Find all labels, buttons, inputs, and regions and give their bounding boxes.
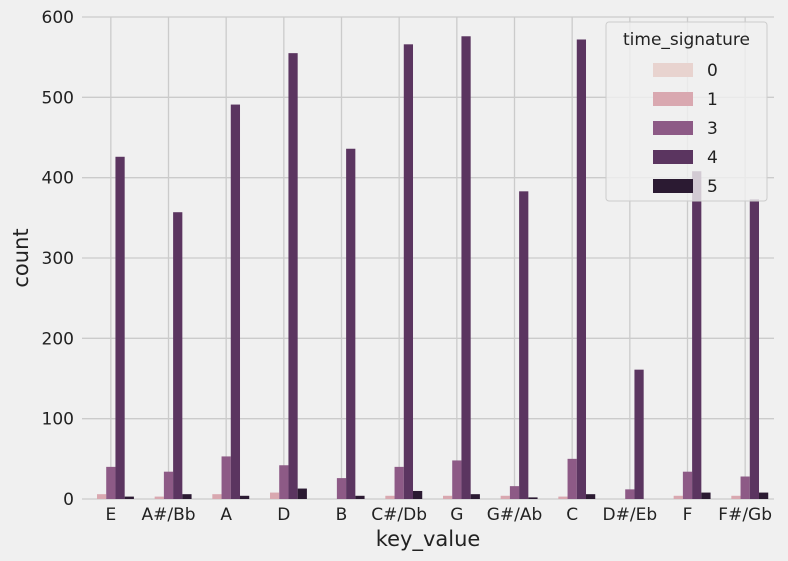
bar-A-ts1 bbox=[212, 494, 222, 499]
bar-E-ts5 bbox=[124, 496, 134, 499]
bars bbox=[96, 36, 769, 500]
bar-C-ts3 bbox=[567, 458, 577, 499]
bar-B-ts3 bbox=[336, 478, 347, 499]
y-tick-label: 100 bbox=[42, 410, 74, 430]
bar-F-ts5 bbox=[701, 492, 711, 499]
bar-GAb-ts1 bbox=[500, 495, 510, 499]
x-tick-label: G#/Ab bbox=[487, 505, 543, 525]
bar-B-ts4 bbox=[346, 148, 356, 499]
y-tick-label: 600 bbox=[42, 8, 74, 28]
y-tick-label: 0 bbox=[63, 490, 74, 510]
bar-CDb-ts4 bbox=[403, 44, 414, 500]
bar-D-ts3 bbox=[279, 465, 289, 499]
bar-F-ts4 bbox=[692, 171, 702, 500]
bar-CDb-ts3 bbox=[394, 466, 404, 499]
bar-ABb-ts4 bbox=[173, 212, 183, 499]
x-tick-label: B bbox=[336, 505, 348, 525]
legend-label: 1 bbox=[707, 90, 718, 110]
legend-swatch bbox=[653, 92, 693, 106]
bar-A-ts5 bbox=[240, 495, 250, 499]
bar-C-ts1 bbox=[558, 496, 568, 499]
legend-swatch bbox=[653, 150, 693, 164]
bar-GAb-ts3 bbox=[509, 486, 520, 499]
x-tick-label: D bbox=[277, 505, 290, 525]
bar-F-ts1 bbox=[673, 495, 683, 499]
bar-E-ts4 bbox=[115, 156, 125, 499]
bar-CDb-ts1 bbox=[385, 495, 395, 499]
bar-FGb-ts4 bbox=[749, 199, 760, 499]
x-axis-title: key_value bbox=[376, 527, 481, 552]
bar-B-ts5 bbox=[355, 495, 365, 499]
x-tick-label: G bbox=[450, 505, 463, 525]
x-tick-labels: E A#/Bb A D B C#/Db G G#/Ab C D#/Eb F F#/Gb bbox=[105, 505, 772, 525]
bar-G-ts1 bbox=[442, 495, 453, 499]
legend-swatch bbox=[653, 179, 693, 193]
legend-label: 0 bbox=[707, 61, 718, 81]
x-tick-label: A#/Bb bbox=[141, 505, 195, 525]
bar-DEb-ts3 bbox=[625, 489, 635, 499]
x-tick-label: E bbox=[105, 505, 116, 525]
bar-FGb-ts1 bbox=[731, 495, 741, 499]
x-tick-label: C#/Db bbox=[371, 505, 427, 525]
legend: time_signature 0 1 3 4 5 bbox=[605, 21, 768, 202]
legend-label: 4 bbox=[707, 148, 718, 168]
y-tick-label: 300 bbox=[42, 249, 74, 269]
gridlines bbox=[82, 16, 774, 500]
legend-swatch bbox=[653, 63, 693, 77]
bar-E-ts3 bbox=[106, 466, 116, 499]
bar-CDb-ts5 bbox=[413, 490, 423, 499]
x-tick-label: F#/Gb bbox=[718, 505, 772, 525]
bar-A-ts4 bbox=[230, 104, 241, 500]
bar-FGb-ts3 bbox=[740, 476, 750, 499]
bar-G-ts5 bbox=[470, 494, 480, 499]
bar-ABb-ts3 bbox=[163, 471, 174, 499]
bar-D-ts5 bbox=[297, 488, 307, 499]
bar-E-ts1 bbox=[96, 494, 107, 499]
legend-title: time_signature bbox=[623, 30, 750, 50]
legend-label: 5 bbox=[707, 177, 718, 197]
x-tick-label: A bbox=[220, 505, 232, 525]
y-tick-label: 400 bbox=[42, 169, 74, 189]
bar-A-ts3 bbox=[221, 456, 231, 499]
y-tick-label: 500 bbox=[42, 88, 74, 108]
x-tick-label: D#/Eb bbox=[603, 505, 658, 525]
legend-swatch bbox=[653, 121, 693, 135]
legend-items: 0 1 3 4 5 bbox=[653, 61, 718, 197]
bar-FGb-ts5 bbox=[759, 492, 769, 499]
bar-DEb-ts4 bbox=[634, 369, 644, 499]
bar-D-ts1 bbox=[269, 492, 280, 499]
y-tick-labels: 0 100 200 300 400 500 600 bbox=[42, 8, 74, 510]
bar-C-ts4 bbox=[576, 39, 587, 499]
x-tick-label: F bbox=[683, 505, 693, 525]
bar-ABb-ts5 bbox=[182, 494, 192, 499]
bar-GAb-ts4 bbox=[519, 191, 529, 499]
bar-G-ts4 bbox=[461, 36, 471, 499]
y-axis-title: count bbox=[9, 228, 33, 287]
legend-box bbox=[605, 21, 768, 202]
bar-ABb-ts1 bbox=[154, 496, 164, 499]
bar-G-ts3 bbox=[452, 460, 462, 499]
x-tick-label: C bbox=[566, 505, 578, 525]
legend-label: 3 bbox=[707, 119, 718, 139]
bar-D-ts4 bbox=[288, 53, 298, 500]
bar-F-ts3 bbox=[682, 471, 693, 499]
bar-GAb-ts5 bbox=[528, 497, 538, 499]
bar-C-ts5 bbox=[586, 494, 596, 499]
y-tick-label: 200 bbox=[42, 329, 74, 349]
